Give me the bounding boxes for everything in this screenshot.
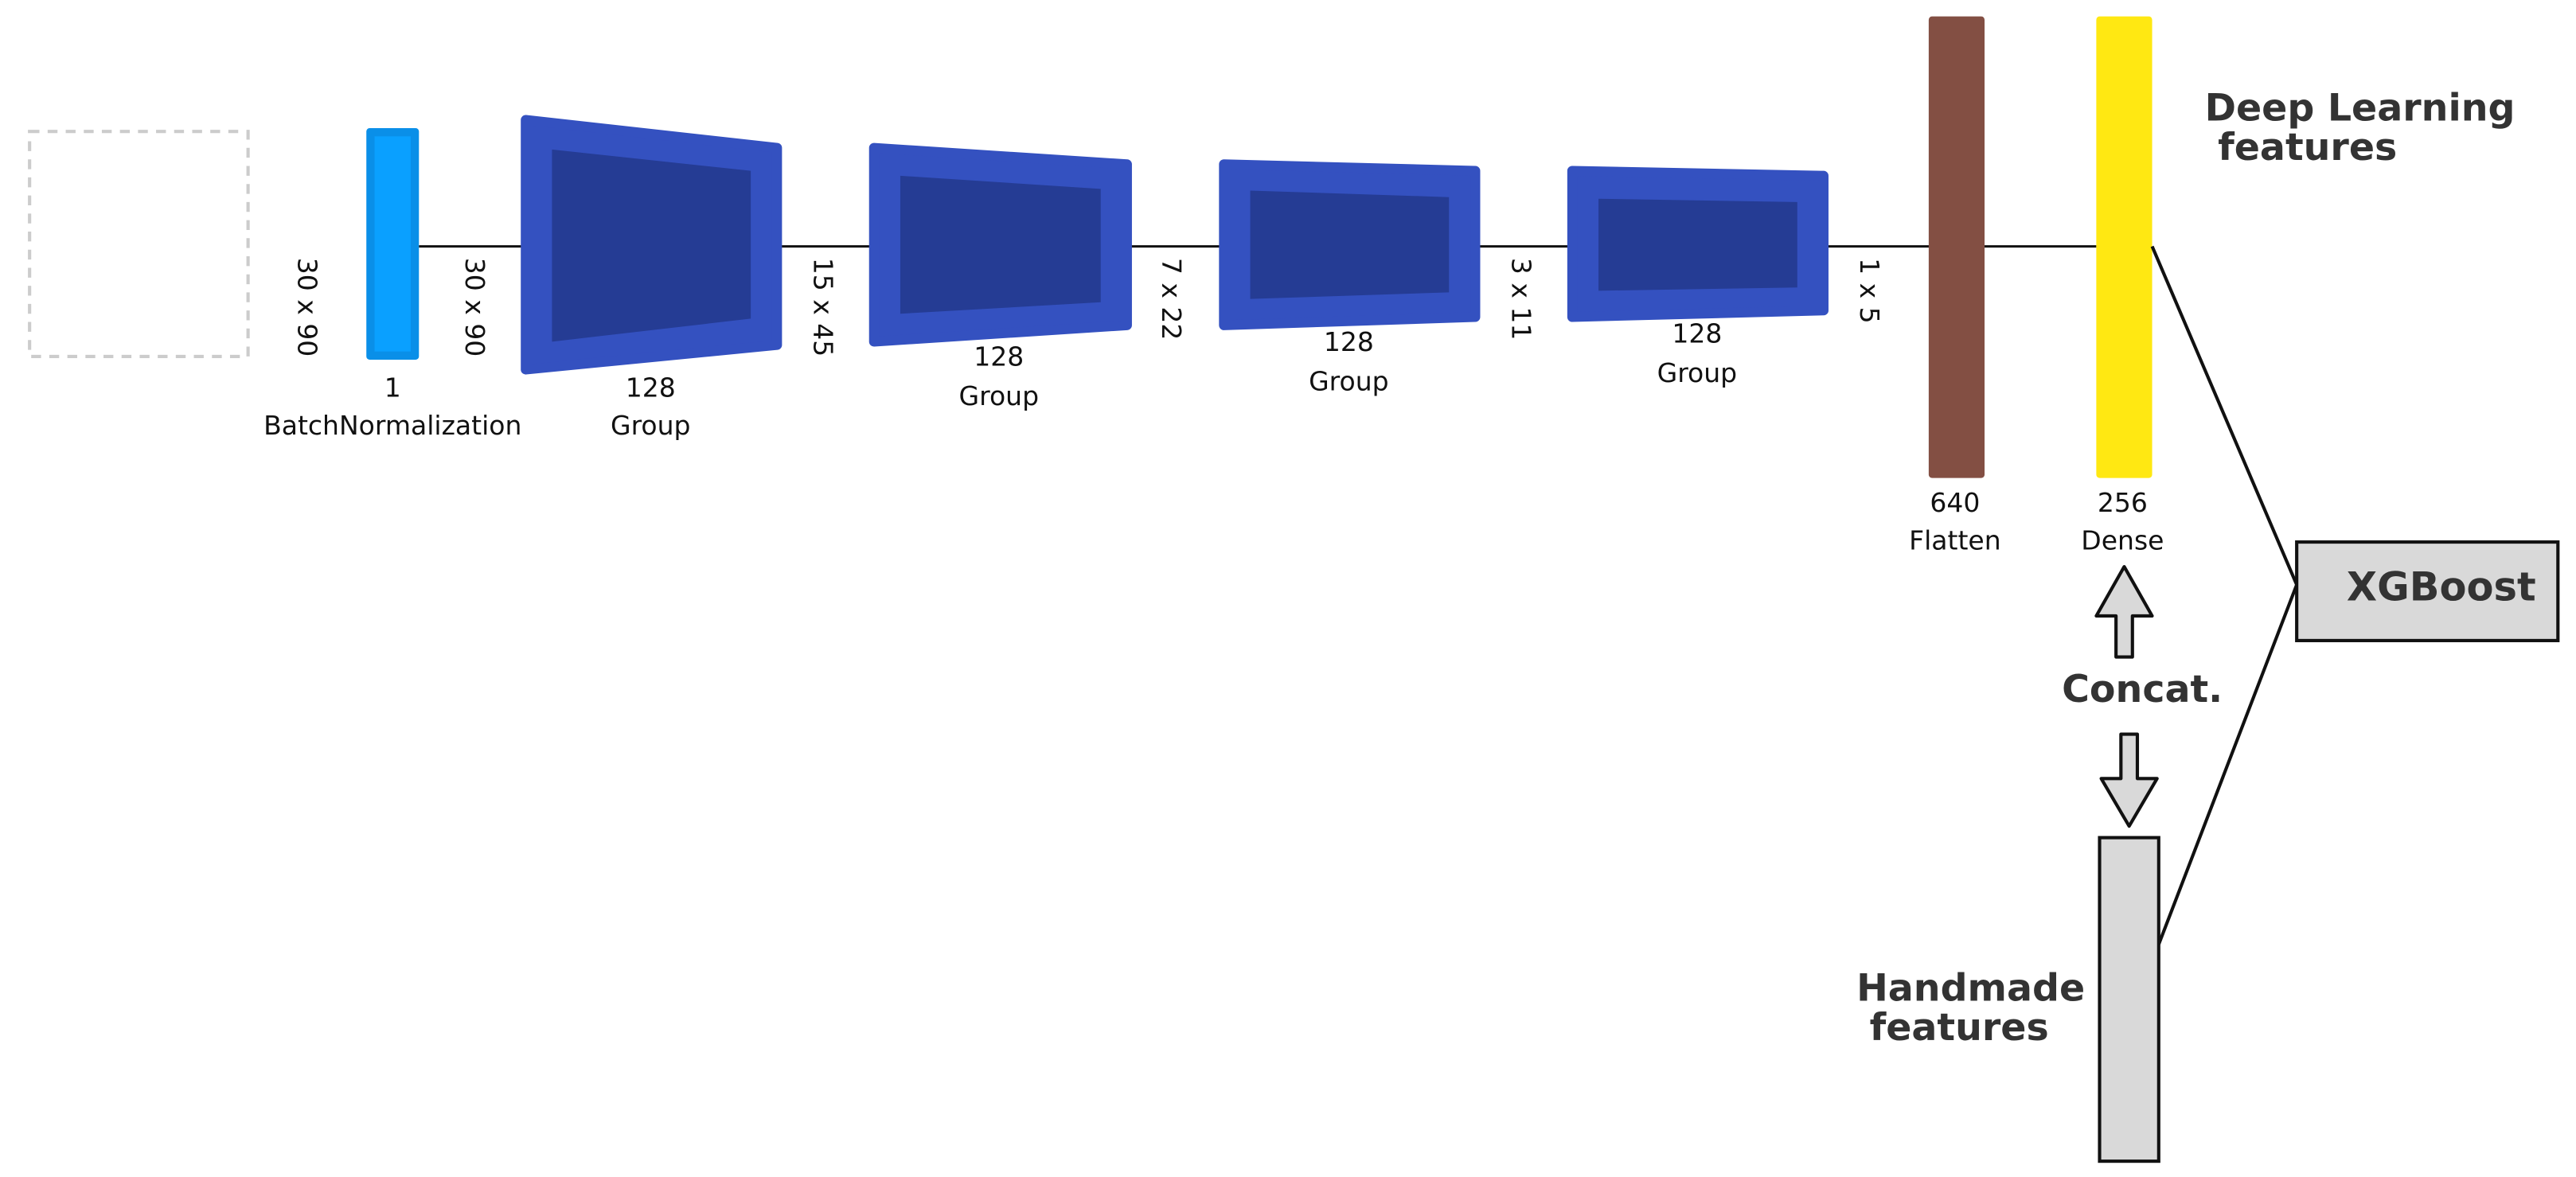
handmade-label: features [1870,1006,2049,1050]
connector [2150,245,2299,586]
shape-label: 3 x 11 [1505,258,1536,341]
layer-units: 128 [974,341,1024,372]
shape-label: 30 x 90 [291,258,322,357]
handmade-label: Handmade [1856,967,2085,1011]
model-label: XGBoost [2347,563,2536,610]
concat-label: Concat. [2062,668,2223,711]
deep-learning-label: Deep Learning [2205,86,2516,130]
layer-units: 640 [1930,487,1980,518]
shape-label: 15 x 45 [807,258,838,357]
layer-name: Group [959,380,1040,411]
layer-name: BatchNormalization [263,410,521,441]
dense-layer [2096,16,2153,478]
layer-units: 256 [2098,487,2148,518]
flatten-layer [1928,16,1985,478]
handmade-box [2098,836,2160,1163]
layer-units: 1 [384,372,401,403]
layer-name: Group [1657,357,1738,388]
layer-name: Flatten [1909,525,2001,556]
xgboost-box [2295,540,2560,642]
shape-label: 1 x 5 [1854,258,1885,324]
arrow-down [2099,732,2159,828]
group-inner [552,149,751,342]
input-placeholder [28,130,250,358]
layer-name: Group [1309,365,1389,396]
layer-units: 128 [626,372,676,403]
batchnorm-inner [374,136,411,352]
connector [2156,584,2299,945]
layer-units: 128 [1672,318,1722,349]
group-inner [1250,190,1450,299]
group-inner [1598,198,1797,291]
layer-units: 128 [1324,326,1374,357]
layer-name: Group [611,410,691,441]
shape-label: 7 x 22 [1156,258,1187,341]
shape-label: 30 x 90 [459,258,490,357]
deep-learning-label: features [2218,126,2397,170]
layer-name: Dense [2081,525,2164,556]
group-inner [900,175,1101,314]
arrow-up [2094,564,2154,659]
